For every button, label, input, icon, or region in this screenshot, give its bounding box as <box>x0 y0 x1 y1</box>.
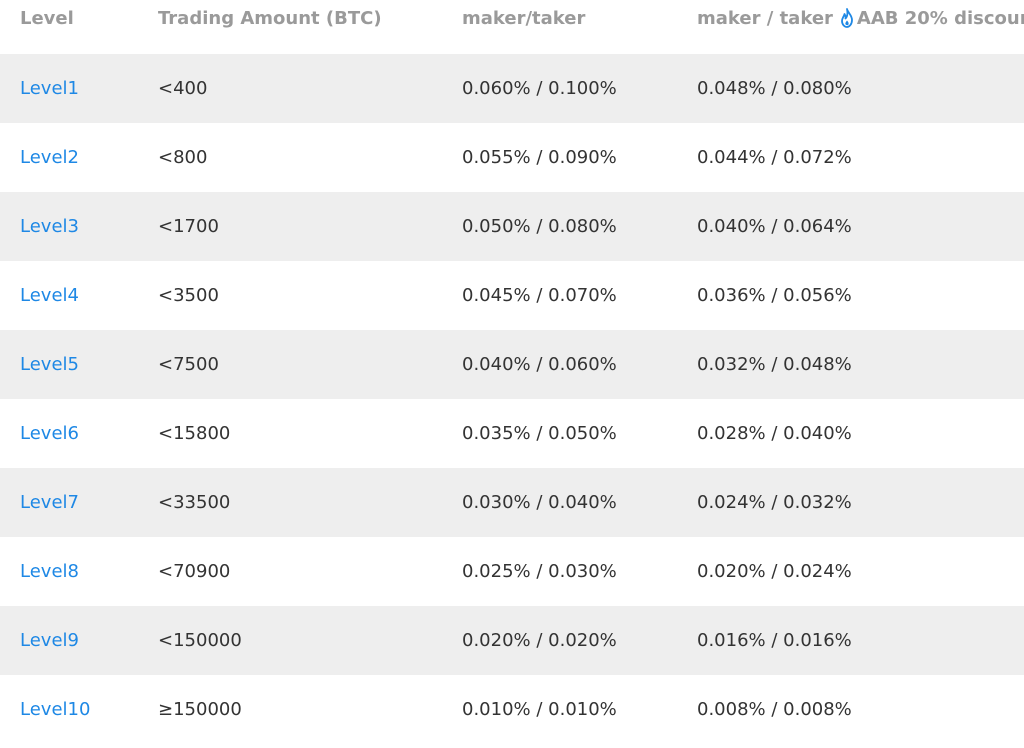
maker-taker-fee-cell: 0.010% / 0.010% <box>462 699 617 720</box>
discount-fee-cell: 0.044% / 0.072% <box>697 147 852 168</box>
level-link[interactable]: Level8 <box>20 561 79 582</box>
trading-amount-cell: <1700 <box>158 216 219 237</box>
trading-amount-cell: <3500 <box>158 285 219 306</box>
table-row: Level9 <150000 0.020% / 0.020% 0.016% / … <box>0 606 1024 675</box>
header-trading-amount: Trading Amount (BTC) <box>158 7 382 29</box>
level-link[interactable]: Level6 <box>20 423 79 444</box>
table-row: Level6 <15800 0.035% / 0.050% 0.028% / 0… <box>0 399 1024 468</box>
maker-taker-fee-cell: 0.040% / 0.060% <box>462 354 617 375</box>
level-link[interactable]: Level2 <box>20 147 79 168</box>
table-row: Level7 <33500 0.030% / 0.040% 0.024% / 0… <box>0 468 1024 537</box>
header-discount-prefix: maker / taker <box>697 7 833 29</box>
discount-fee-cell: 0.016% / 0.016% <box>697 630 852 651</box>
trading-amount-cell: <33500 <box>158 492 231 513</box>
trading-amount-cell: ≥150000 <box>158 699 242 720</box>
maker-taker-fee-cell: 0.050% / 0.080% <box>462 216 617 237</box>
discount-fee-cell: 0.008% / 0.008% <box>697 699 852 720</box>
table-row: Level8 <70900 0.025% / 0.030% 0.020% / 0… <box>0 537 1024 606</box>
discount-fee-cell: 0.048% / 0.080% <box>697 78 852 99</box>
trading-amount-cell: <70900 <box>158 561 231 582</box>
maker-taker-fee-cell: 0.060% / 0.100% <box>462 78 617 99</box>
discount-fee-cell: 0.020% / 0.024% <box>697 561 852 582</box>
maker-taker-fee-cell: 0.055% / 0.090% <box>462 147 617 168</box>
trading-amount-cell: <7500 <box>158 354 219 375</box>
trading-amount-cell: <800 <box>158 147 208 168</box>
level-link[interactable]: Level9 <box>20 630 79 651</box>
header-discount-badge: AAB 20% discount <box>856 7 1024 29</box>
discount-fee-cell: 0.028% / 0.040% <box>697 423 852 444</box>
trading-amount-cell: <15800 <box>158 423 231 444</box>
discount-fee-cell: 0.024% / 0.032% <box>697 492 852 513</box>
trading-amount-cell: <150000 <box>158 630 242 651</box>
maker-taker-fee-cell: 0.020% / 0.020% <box>462 630 617 651</box>
header-level: Level <box>20 7 74 29</box>
level-link[interactable]: Level7 <box>20 492 79 513</box>
table-row: Level4 <3500 0.045% / 0.070% 0.036% / 0.… <box>0 261 1024 330</box>
level-link[interactable]: Level4 <box>20 285 79 306</box>
discount-fee-cell: 0.032% / 0.048% <box>697 354 852 375</box>
maker-taker-fee-cell: 0.030% / 0.040% <box>462 492 617 513</box>
table-header-row: Level Trading Amount (BTC) maker/taker m… <box>0 0 1024 54</box>
table-row: Level10 ≥150000 0.010% / 0.010% 0.008% /… <box>0 675 1024 744</box>
discount-fee-cell: 0.040% / 0.064% <box>697 216 852 237</box>
table-row: Level3 <1700 0.050% / 0.080% 0.040% / 0.… <box>0 192 1024 261</box>
flame-icon <box>839 8 855 28</box>
header-maker-taker: maker/taker <box>462 7 586 29</box>
discount-fee-cell: 0.036% / 0.056% <box>697 285 852 306</box>
maker-taker-fee-cell: 0.045% / 0.070% <box>462 285 617 306</box>
level-link[interactable]: Level1 <box>20 78 79 99</box>
level-link[interactable]: Level5 <box>20 354 79 375</box>
table-row: Level1 <400 0.060% / 0.100% 0.048% / 0.0… <box>0 54 1024 123</box>
maker-taker-fee-cell: 0.025% / 0.030% <box>462 561 617 582</box>
header-discount: maker / taker AAB 20% discount <box>697 0 1024 36</box>
level-link[interactable]: Level10 <box>20 699 91 720</box>
table-row: Level2 <800 0.055% / 0.090% 0.044% / 0.0… <box>0 123 1024 192</box>
trading-amount-cell: <400 <box>158 78 208 99</box>
maker-taker-fee-cell: 0.035% / 0.050% <box>462 423 617 444</box>
level-link[interactable]: Level3 <box>20 216 79 237</box>
table-row: Level5 <7500 0.040% / 0.060% 0.032% / 0.… <box>0 330 1024 399</box>
